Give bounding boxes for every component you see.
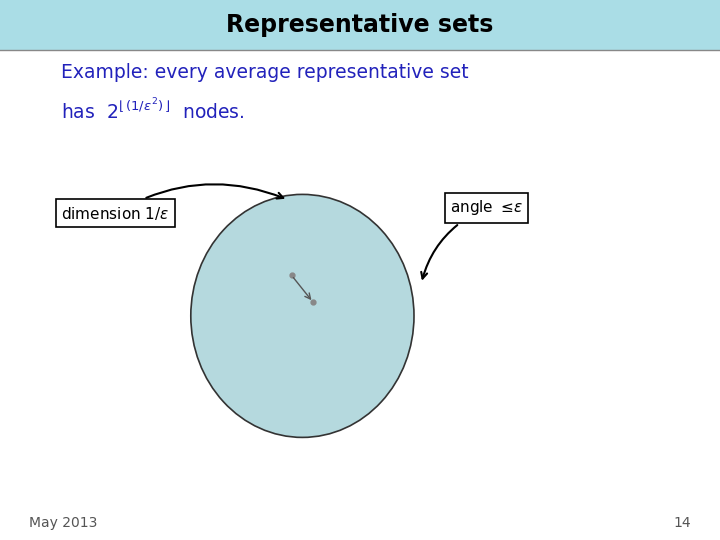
FancyBboxPatch shape (0, 0, 720, 50)
Text: dimension 1/$\varepsilon$: dimension 1/$\varepsilon$ (61, 184, 283, 222)
Text: 14: 14 (674, 516, 691, 530)
Text: May 2013: May 2013 (29, 516, 97, 530)
Text: angle $\leq\!\varepsilon$: angle $\leq\!\varepsilon$ (421, 198, 523, 279)
Text: Example: every average representative set: Example: every average representative se… (61, 63, 469, 83)
Text: Representative sets: Representative sets (226, 13, 494, 37)
Ellipse shape (191, 194, 414, 437)
Text: has  $2^{\lfloor\,(1/\varepsilon^2)\,\rfloor}$  nodes.: has $2^{\lfloor\,(1/\varepsilon^2)\,\rfl… (61, 99, 245, 123)
